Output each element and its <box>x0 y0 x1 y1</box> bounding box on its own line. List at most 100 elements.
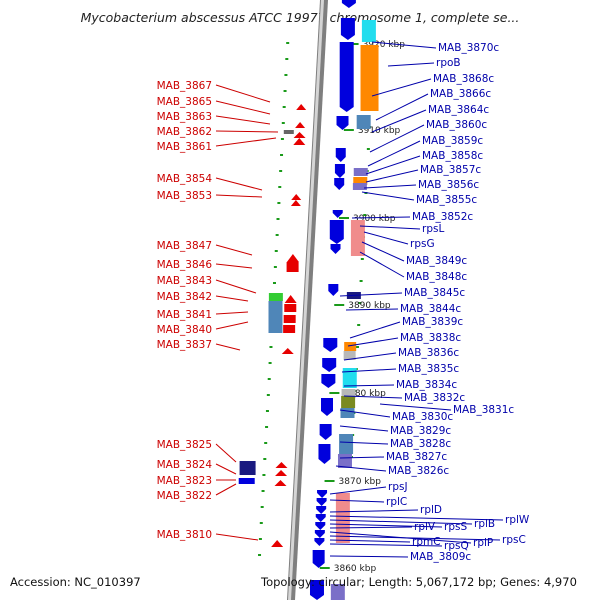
gene-arrow <box>341 0 356 8</box>
gene-arrow <box>329 220 344 244</box>
gene-block <box>238 478 255 484</box>
label-leader-line <box>215 115 271 125</box>
track-tick <box>278 186 282 188</box>
left-gene-label: MAB_3847 <box>157 240 212 252</box>
left-gene-label: MAB_3863 <box>157 111 212 123</box>
gene-block <box>350 220 365 256</box>
scale-mark-label: 3890 kbp <box>348 301 391 311</box>
label-leader-line <box>359 251 405 278</box>
track-tick <box>363 214 367 216</box>
track-tick <box>280 154 284 156</box>
right-gene-label: MAB_3858c <box>422 150 483 162</box>
label-leader-line <box>215 84 271 103</box>
gene-arrow <box>323 338 338 352</box>
label-leader-line <box>361 191 415 201</box>
right-gene-label: MAB_3855c <box>416 194 477 206</box>
track-tick <box>284 74 288 76</box>
label-leader-line <box>215 244 253 256</box>
scale-mark-label: 3870 kbp <box>339 477 382 487</box>
label-leader-line <box>215 279 257 294</box>
scale-mark-label: 3900 kbp <box>353 214 396 224</box>
left-gene-label: MAB_3825 <box>157 439 212 451</box>
right-gene-label: MAB_3857c <box>420 164 481 176</box>
track-tick <box>262 474 266 476</box>
left-gene-label: MAB_3843 <box>157 275 212 287</box>
label-leader-line <box>339 425 389 432</box>
label-leader-line <box>347 337 399 347</box>
label-leader-line <box>365 155 421 175</box>
gene-arrow <box>317 490 328 498</box>
track-tick <box>261 490 265 492</box>
track-tick <box>277 202 281 204</box>
label-leader-line <box>215 130 279 133</box>
gene-arrow <box>321 374 336 388</box>
right-gene-label: rpmC <box>412 536 441 548</box>
gene-arrow <box>312 550 325 568</box>
left-gene-label: MAB_3865 <box>157 96 212 108</box>
gene-arrow <box>275 470 288 476</box>
track-tick <box>273 266 277 268</box>
label-leader-line <box>387 62 435 67</box>
right-gene-label: MAB_3852c <box>412 211 473 223</box>
label-leader-line <box>215 483 237 496</box>
track-tick <box>275 234 279 236</box>
right-gene-label: MAB_3829c <box>390 425 451 437</box>
left-gene-label: MAB_3861 <box>157 141 212 153</box>
right-gene-label: rplP <box>473 537 493 549</box>
right-gene-label: MAB_3830c <box>392 411 453 423</box>
track-tick <box>276 218 280 220</box>
track-tick <box>357 324 361 326</box>
right-gene-label: MAB_3844c <box>400 303 461 315</box>
right-gene-label: rpsJ <box>388 481 408 493</box>
track-tick <box>264 442 268 444</box>
label-leader-line <box>215 311 249 315</box>
sequence-title: Mycobacterium abscessus ATCC 19977 chrom… <box>80 10 520 25</box>
gene-block <box>341 396 356 408</box>
label-leader-line <box>329 539 411 543</box>
label-leader-line <box>361 241 405 262</box>
left-gene-label: MAB_3823 <box>157 475 212 487</box>
left-gene-label: MAB_3853 <box>157 190 212 202</box>
right-gene-label: MAB_3860c <box>426 119 487 131</box>
gene-block <box>360 45 379 111</box>
right-gene-label: MAB_3870c <box>438 42 499 54</box>
gene-block <box>337 454 352 468</box>
label-leader-line <box>329 535 501 541</box>
label-leader-line <box>343 352 397 361</box>
gene-block <box>352 183 367 190</box>
label-leader-line <box>339 441 389 445</box>
track-tick <box>258 538 262 540</box>
track-tick <box>360 258 364 260</box>
right-gene-label: MAB_3826c <box>388 465 449 477</box>
right-gene-label: MAB_3864c <box>428 104 489 116</box>
scale-mark-label: 3920 kbp <box>363 40 406 50</box>
gene-block <box>239 461 256 475</box>
right-gene-label: rplW <box>505 514 530 526</box>
right-gene-label: MAB_3849c <box>406 255 467 267</box>
label-leader-line <box>329 523 443 528</box>
track-tick <box>279 170 283 172</box>
track-tick <box>260 506 264 508</box>
track-tick <box>282 106 286 108</box>
gene-arrow <box>335 148 346 162</box>
label-leader-line <box>335 465 387 472</box>
track-tick <box>286 42 290 44</box>
track-tick <box>269 346 273 348</box>
right-gene-label: MAB_3866c <box>430 88 491 100</box>
left-gene-label: MAB_3846 <box>157 259 213 271</box>
track-tick <box>283 90 287 92</box>
gene-block <box>286 262 299 272</box>
left-gene-label: MAB_3810 <box>157 529 212 541</box>
gene-arrow <box>281 348 294 354</box>
gene-block <box>268 301 283 333</box>
right-gene-label: rpsG <box>410 238 435 250</box>
gene-arrow <box>291 194 302 200</box>
right-gene-label: rpsL <box>422 223 444 235</box>
gene-arrow <box>330 244 341 254</box>
gene-arrow <box>316 506 327 514</box>
left-gene-label: MAB_3841 <box>157 309 212 321</box>
gene-arrow <box>334 178 345 190</box>
left-gene-label: MAB_3837 <box>157 339 212 351</box>
scale-mark-label: 3880 kbp <box>343 389 386 399</box>
